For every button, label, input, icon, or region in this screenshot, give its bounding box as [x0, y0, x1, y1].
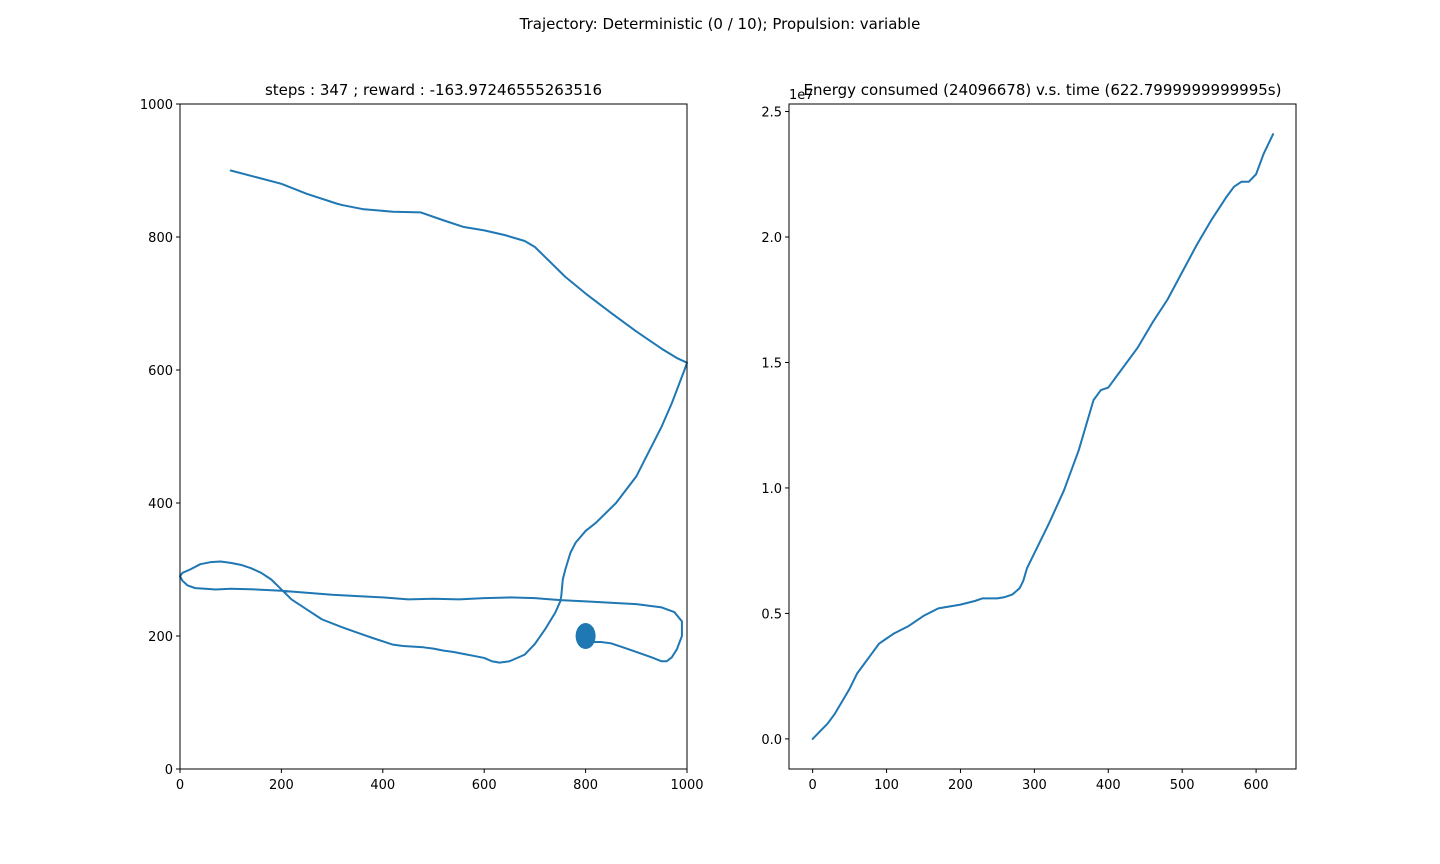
trajectory-series-line	[179, 169, 688, 664]
trajectory-ytick-label: 1000	[140, 98, 173, 113]
trajectory-ytick-label: 400	[148, 497, 173, 512]
energy-xtick-label: 600	[1244, 778, 1269, 793]
energy-ytick-label: 0.0	[761, 733, 782, 748]
trajectory-series	[179, 169, 688, 664]
energy-title: Energy consumed (24096678) v.s. time (62…	[804, 81, 1282, 99]
trajectory-xtick-label: 1000	[670, 778, 703, 793]
energy-offset-text: 1e7	[789, 88, 814, 103]
trajectory-xtick-label: 0	[176, 778, 184, 793]
trajectory-ytick-label: 200	[148, 630, 173, 645]
trajectory-xtick-label: 800	[573, 778, 598, 793]
energy-xtick-label: 0	[809, 778, 817, 793]
trajectory-ytick-label: 600	[148, 364, 173, 379]
energy-ytick-label: 2.0	[761, 231, 782, 246]
energy-ticks: 0 100 200 300 400 500 600 0.0 0.5 1.0 1.5 2.0 2.5	[761, 106, 1268, 793]
energy-xtick-label: 100	[874, 778, 899, 793]
energy-axes: 0 100 200 300 400 500 600 0.0 0.5 1.0 1.5 2.0 2.5 1e…	[761, 81, 1297, 793]
energy-xtick-label: 400	[1096, 778, 1121, 793]
energy-xtick-label: 500	[1170, 778, 1195, 793]
trajectory-frame	[179, 103, 688, 770]
energy-series	[811, 133, 1275, 740]
trajectory-position-marker	[575, 623, 596, 649]
energy-ytick-label: 2.5	[761, 106, 782, 121]
energy-series-line	[811, 133, 1275, 740]
trajectory-xtick-label: 400	[370, 778, 395, 793]
figure-suptitle: Trajectory: Deterministic (0 / 10); Prop…	[519, 15, 921, 33]
energy-ytick-label: 1.0	[761, 482, 782, 497]
trajectory-xtick-label: 200	[269, 778, 294, 793]
trajectory-title: steps : 347 ; reward : -163.972465552635…	[265, 81, 602, 99]
energy-frame	[788, 103, 1297, 770]
trajectory-axes: steps : 347 ; reward : -163.972465552635…	[140, 81, 704, 793]
energy-ytick-label: 0.5	[761, 607, 782, 622]
trajectory-ytick-label: 0	[165, 763, 173, 778]
trajectory-ytick-label: 800	[148, 231, 173, 246]
energy-xtick-label: 300	[1022, 778, 1047, 793]
trajectory-xtick-label: 600	[472, 778, 497, 793]
trajectory-ticks: 0 200 400 600 800 1000 0 200 400 600 800 1000	[140, 98, 704, 793]
energy-ytick-label: 1.5	[761, 356, 782, 371]
energy-xtick-label: 200	[948, 778, 973, 793]
